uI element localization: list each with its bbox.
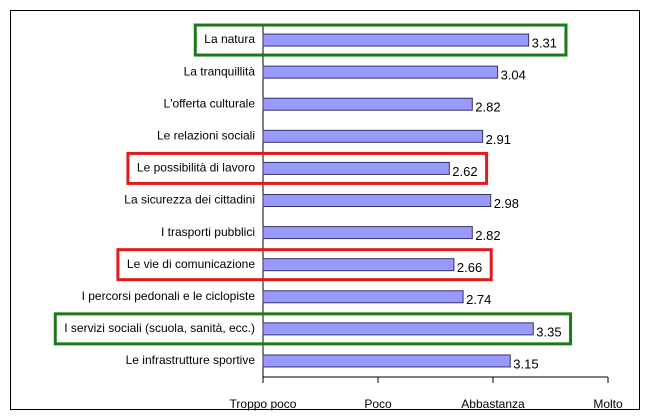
bar — [262, 129, 484, 143]
category-label: Le possibilità di lavoro — [137, 161, 255, 175]
bar — [262, 33, 530, 47]
bar — [262, 290, 464, 304]
bar — [262, 161, 450, 175]
bar — [262, 194, 492, 207]
value-label: 3.31 — [532, 35, 557, 50]
x-tick-label: Troppo poco — [230, 397, 297, 411]
highlight-box — [193, 23, 568, 57]
value-label: 2.98 — [494, 196, 519, 211]
bar — [262, 226, 473, 240]
x-tick-label: Poco — [364, 397, 392, 411]
category-label: La sicurezza dei cittadini — [124, 193, 255, 207]
category-label: Le infrastrutture sportive — [126, 353, 256, 367]
bar — [262, 322, 534, 336]
value-label: 2.62 — [452, 164, 477, 179]
highlight-box — [53, 312, 573, 346]
bar — [262, 258, 455, 272]
x-tick-label: Abbastanza — [461, 397, 525, 411]
value-label: 2.82 — [475, 228, 500, 243]
category-label: Le vie di comunicazione — [127, 257, 255, 271]
category-label: L'offerta culturale — [164, 96, 256, 110]
category-label: Le relazioni sociali — [157, 128, 255, 142]
value-label: 3.15 — [513, 356, 538, 371]
bar — [262, 97, 473, 111]
highlight-box — [126, 151, 489, 185]
value-label: 2.66 — [457, 260, 482, 275]
category-label: I trasporti pubblici — [161, 225, 255, 239]
highlight-box — [116, 248, 493, 282]
value-label: 2.82 — [475, 100, 500, 115]
x-tick-label: Molto — [593, 397, 623, 411]
value-label: 2.91 — [486, 132, 511, 147]
value-label: 3.04 — [501, 68, 526, 83]
category-label: La tranquillità — [184, 64, 256, 78]
value-label: 2.74 — [466, 292, 491, 307]
bar — [262, 65, 499, 79]
category-label: I percorsi pedonali e le ciclopiste — [82, 289, 256, 303]
category-label: I servizi sociali (scuola, sanità, ecc.) — [64, 321, 255, 335]
bar — [262, 354, 511, 368]
category-label: La natura — [204, 32, 255, 46]
value-label: 3.35 — [536, 324, 561, 339]
